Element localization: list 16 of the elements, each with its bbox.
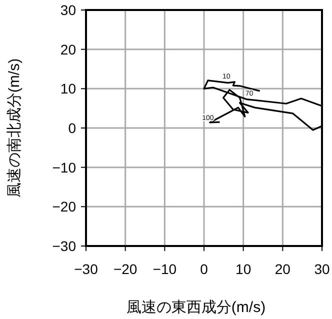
x-tick-label: −10	[152, 261, 177, 277]
x-tick-label: −30	[74, 261, 98, 277]
y-tick-label: −10	[52, 159, 76, 176]
y-tick-label: 10	[60, 80, 76, 97]
x-tick-label: 0	[200, 261, 208, 277]
x-tick-label: 20	[274, 261, 291, 277]
x-tick-label: 10	[236, 261, 252, 277]
y-tick-label: 20	[60, 41, 76, 58]
x-tick-label: −20	[113, 261, 138, 277]
y-tick-label: 0	[68, 120, 76, 136]
y-axis-title: 風速の南北成分(m/s)	[6, 58, 23, 198]
y-tick-label: −30	[52, 238, 76, 254]
x-tick-label: 30	[314, 261, 330, 277]
y-tick-label: −20	[52, 198, 76, 215]
y-tick-label: 30	[60, 2, 76, 18]
x-axis-title: 風速の東西成分(m/s)	[126, 299, 266, 316]
